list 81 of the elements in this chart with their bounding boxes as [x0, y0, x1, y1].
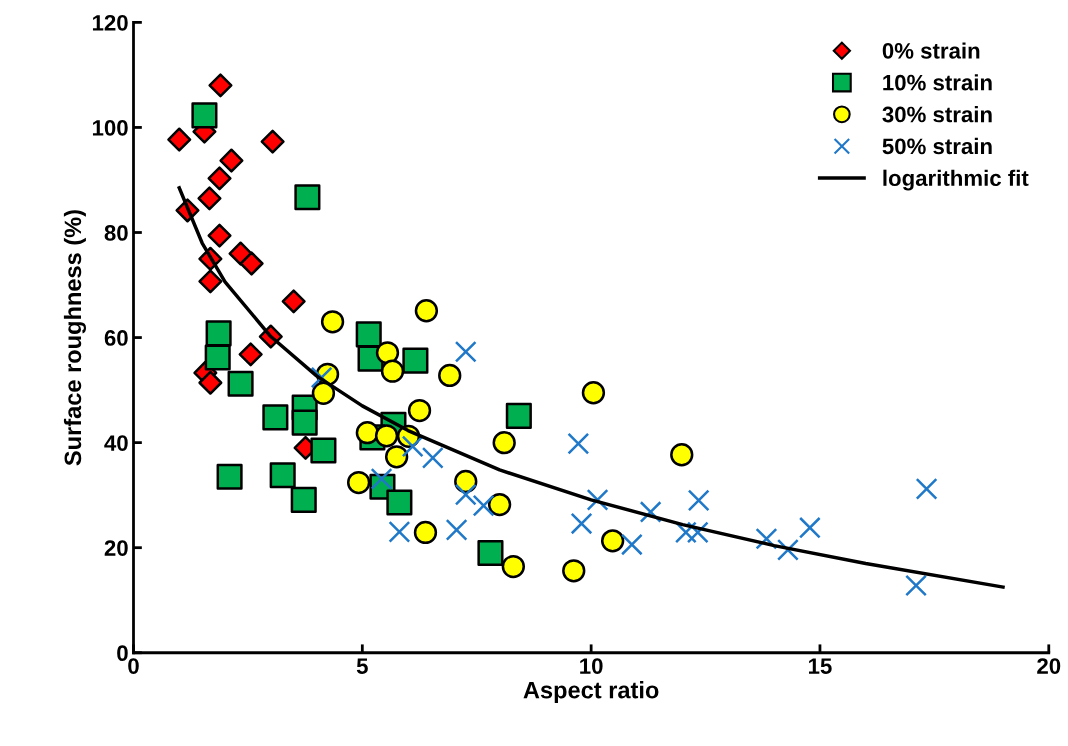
y-tick-label: 60 — [104, 330, 128, 346]
legend-label: 50% strain — [882, 137, 992, 155]
point — [438, 363, 462, 388]
point — [355, 420, 380, 445]
point — [167, 127, 192, 152]
y-tick-label: 20 — [104, 540, 128, 556]
point — [413, 520, 438, 545]
point — [492, 430, 516, 455]
point — [207, 166, 232, 191]
point — [421, 446, 444, 469]
y-axis-title: Surface roughness (%) — [63, 210, 87, 466]
point — [370, 467, 393, 490]
point — [487, 492, 512, 517]
point — [454, 340, 477, 363]
point — [384, 445, 409, 469]
point — [260, 129, 285, 154]
point — [375, 341, 400, 365]
point — [915, 477, 938, 500]
point — [402, 347, 429, 374]
point — [600, 529, 625, 553]
point — [374, 424, 399, 448]
point — [227, 370, 254, 397]
point — [414, 299, 439, 323]
x-axis-title: Aspect ratio — [523, 681, 659, 704]
y-tick-label: 0 — [117, 645, 128, 662]
point — [294, 184, 321, 211]
x-tick-label: 20 — [1037, 658, 1061, 674]
x-tick-label: 10 — [580, 658, 603, 674]
point — [401, 435, 424, 458]
point — [386, 489, 413, 516]
point — [198, 370, 223, 395]
point — [197, 186, 222, 211]
point — [198, 269, 223, 294]
point — [581, 381, 606, 405]
point — [291, 409, 318, 436]
point — [445, 518, 468, 541]
point — [204, 344, 231, 371]
point — [320, 310, 345, 334]
point — [380, 359, 405, 383]
point — [239, 251, 264, 276]
point — [505, 402, 532, 429]
point — [501, 554, 526, 579]
point — [477, 539, 504, 566]
point — [670, 443, 694, 467]
point — [355, 321, 382, 348]
point — [207, 223, 232, 248]
x-tick-label: 0 — [128, 658, 139, 674]
legend-label: logarithmic fit — [883, 169, 1029, 191]
point — [311, 381, 336, 405]
point — [269, 462, 296, 489]
legend-label: 10% strain — [883, 74, 992, 91]
y-tick-label: 80 — [104, 225, 128, 241]
point — [219, 148, 244, 173]
point — [262, 404, 289, 431]
point — [281, 289, 306, 314]
point — [191, 102, 218, 129]
y-tick-label: 40 — [104, 435, 128, 451]
point — [562, 559, 586, 583]
y-tick-label: 120 — [92, 14, 128, 31]
point — [216, 463, 243, 490]
point — [346, 470, 371, 495]
point — [570, 512, 593, 535]
point — [310, 437, 337, 464]
y-tick-label: 100 — [92, 119, 128, 136]
point — [687, 489, 710, 512]
point — [567, 432, 590, 455]
point — [472, 494, 495, 517]
point — [208, 73, 233, 98]
point — [238, 342, 263, 367]
point — [407, 398, 432, 423]
point — [205, 320, 232, 347]
legend-label: 0% strain — [882, 42, 980, 59]
legend-label: 30% strain — [882, 106, 992, 123]
point — [290, 486, 317, 513]
x-tick-label: 15 — [809, 658, 832, 674]
point — [905, 574, 928, 597]
point — [620, 533, 643, 556]
point — [798, 516, 821, 539]
x-tick-label: 5 — [356, 658, 368, 674]
point — [454, 483, 477, 506]
point — [388, 520, 411, 543]
